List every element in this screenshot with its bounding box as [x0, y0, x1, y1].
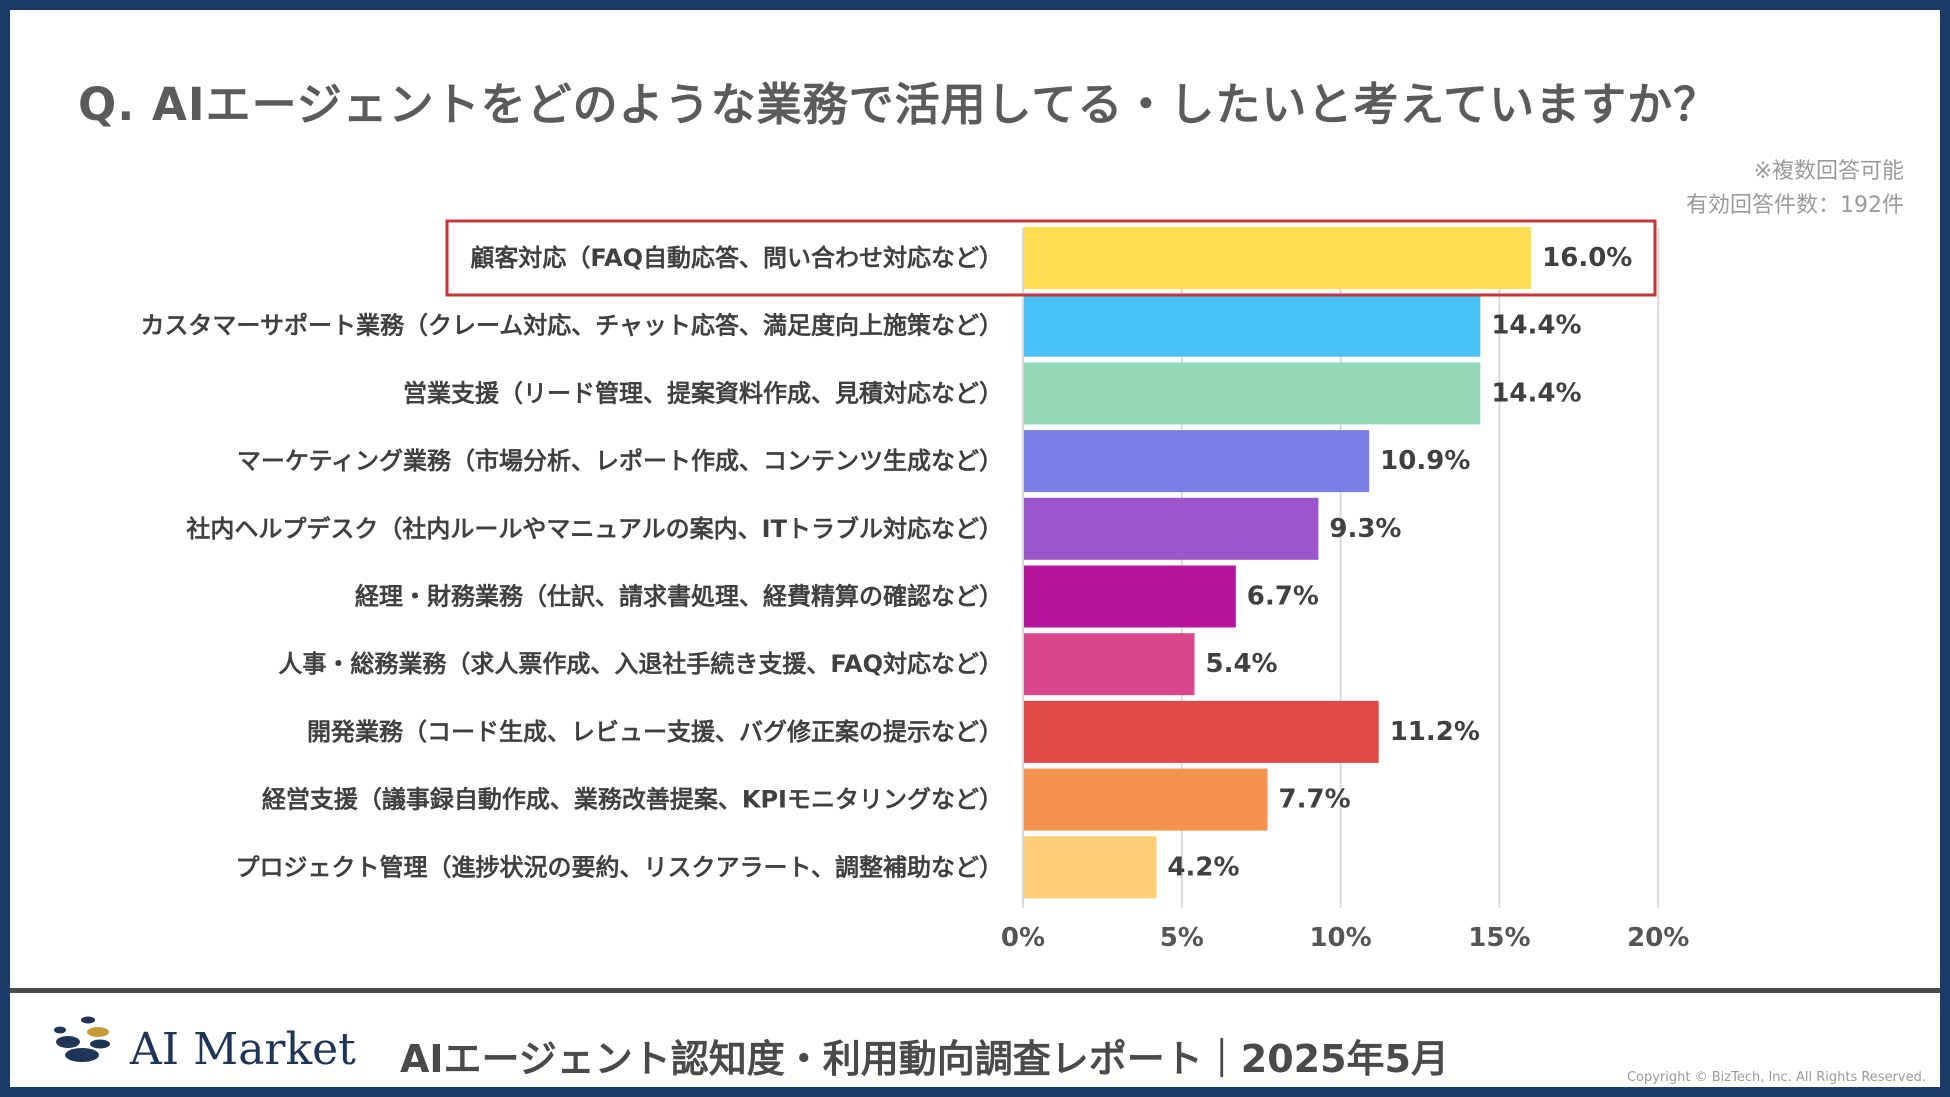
category-label: カスタマーサポート業務（クレーム対応、チャット応答、満足度向上施策など）	[140, 312, 1003, 340]
value-label: 4.2%	[1167, 852, 1239, 882]
report-title: AIエージェント認知度・利用動向調査レポート｜2025年5月	[400, 1037, 1449, 1081]
bar	[1023, 768, 1268, 831]
multiple-answer-note: ※複数回答可能	[1753, 159, 1904, 184]
bar-chart: 顧客対応（FAQ自動応答、問い合わせ対応など） 16.0% カスタマーサポート業務（…	[140, 219, 1689, 953]
category-label: 人事・総務業務（求人票作成、入退社手続き支援、FAQ対応など）	[278, 650, 1003, 678]
footer-divider	[10, 988, 1940, 993]
value-label: 9.3%	[1329, 514, 1401, 544]
bar	[1023, 362, 1481, 425]
category-label: 顧客対応（FAQ自動応答、問い合わせ対応など）	[470, 244, 1003, 272]
x-tick-label: 15%	[1468, 923, 1530, 953]
category-label: 社内ヘルプデスク（社内ルールやマニュアルの案内、ITトラブル対応など）	[186, 515, 1003, 543]
value-label: 16.0%	[1542, 243, 1632, 273]
bar	[1023, 700, 1379, 763]
value-label: 14.4%	[1491, 311, 1581, 341]
bar	[1023, 430, 1370, 493]
logo-text: AI Market	[130, 1024, 356, 1075]
category-label: 経理・財務業務（仕訳、請求書処理、経費精算の確認など）	[355, 583, 1003, 611]
x-tick-label: 0%	[1001, 923, 1045, 953]
value-label: 5.4%	[1206, 649, 1278, 679]
category-label: プロジェクト管理（進捗状況の要約、リスクアラート、調整補助など）	[235, 853, 1003, 881]
bar	[1023, 227, 1532, 289]
slide-panel: Q. AIエージェントをどのような業務で活用してる・したいと考えていますか？ ※…	[10, 10, 1940, 1087]
category-label: 経営支援（議事録自動作成、業務改善提案、KPIモニタリングなど）	[262, 786, 1003, 814]
bar	[1023, 633, 1195, 696]
highlight-box	[445, 219, 1657, 297]
x-tick-label: 5%	[1160, 923, 1204, 953]
chart-title: Q. AIエージェントをどのような業務で活用してる・したいと考えていますか？	[78, 78, 1720, 131]
bar	[1023, 836, 1157, 899]
bar	[1023, 565, 1236, 628]
value-label: 10.9%	[1380, 446, 1470, 476]
bar	[1023, 294, 1481, 357]
respondent-count-note: 有効回答件数：192件	[1686, 193, 1904, 218]
x-tick-label: 20%	[1627, 923, 1689, 953]
ai-market-logo-icon	[54, 1016, 110, 1062]
category-label: 開発業務（コード生成、レビュー支援、バグ修正案の提示など）	[307, 718, 1003, 746]
category-label: マーケティング業務（市場分析、レポート作成、コンテンツ生成など）	[237, 447, 1003, 475]
x-tick-label: 10%	[1309, 923, 1371, 953]
copyright: Copyright © BizTech, Inc. All Rights Res…	[1626, 1070, 1926, 1085]
value-label: 7.7%	[1279, 785, 1351, 815]
value-label: 11.2%	[1390, 717, 1480, 747]
value-label: 6.7%	[1247, 582, 1319, 612]
category-label: 営業支援（リード管理、提案資料作成、見積対応など）	[403, 379, 1003, 407]
value-label: 14.4%	[1491, 378, 1581, 408]
bar	[1023, 497, 1319, 560]
